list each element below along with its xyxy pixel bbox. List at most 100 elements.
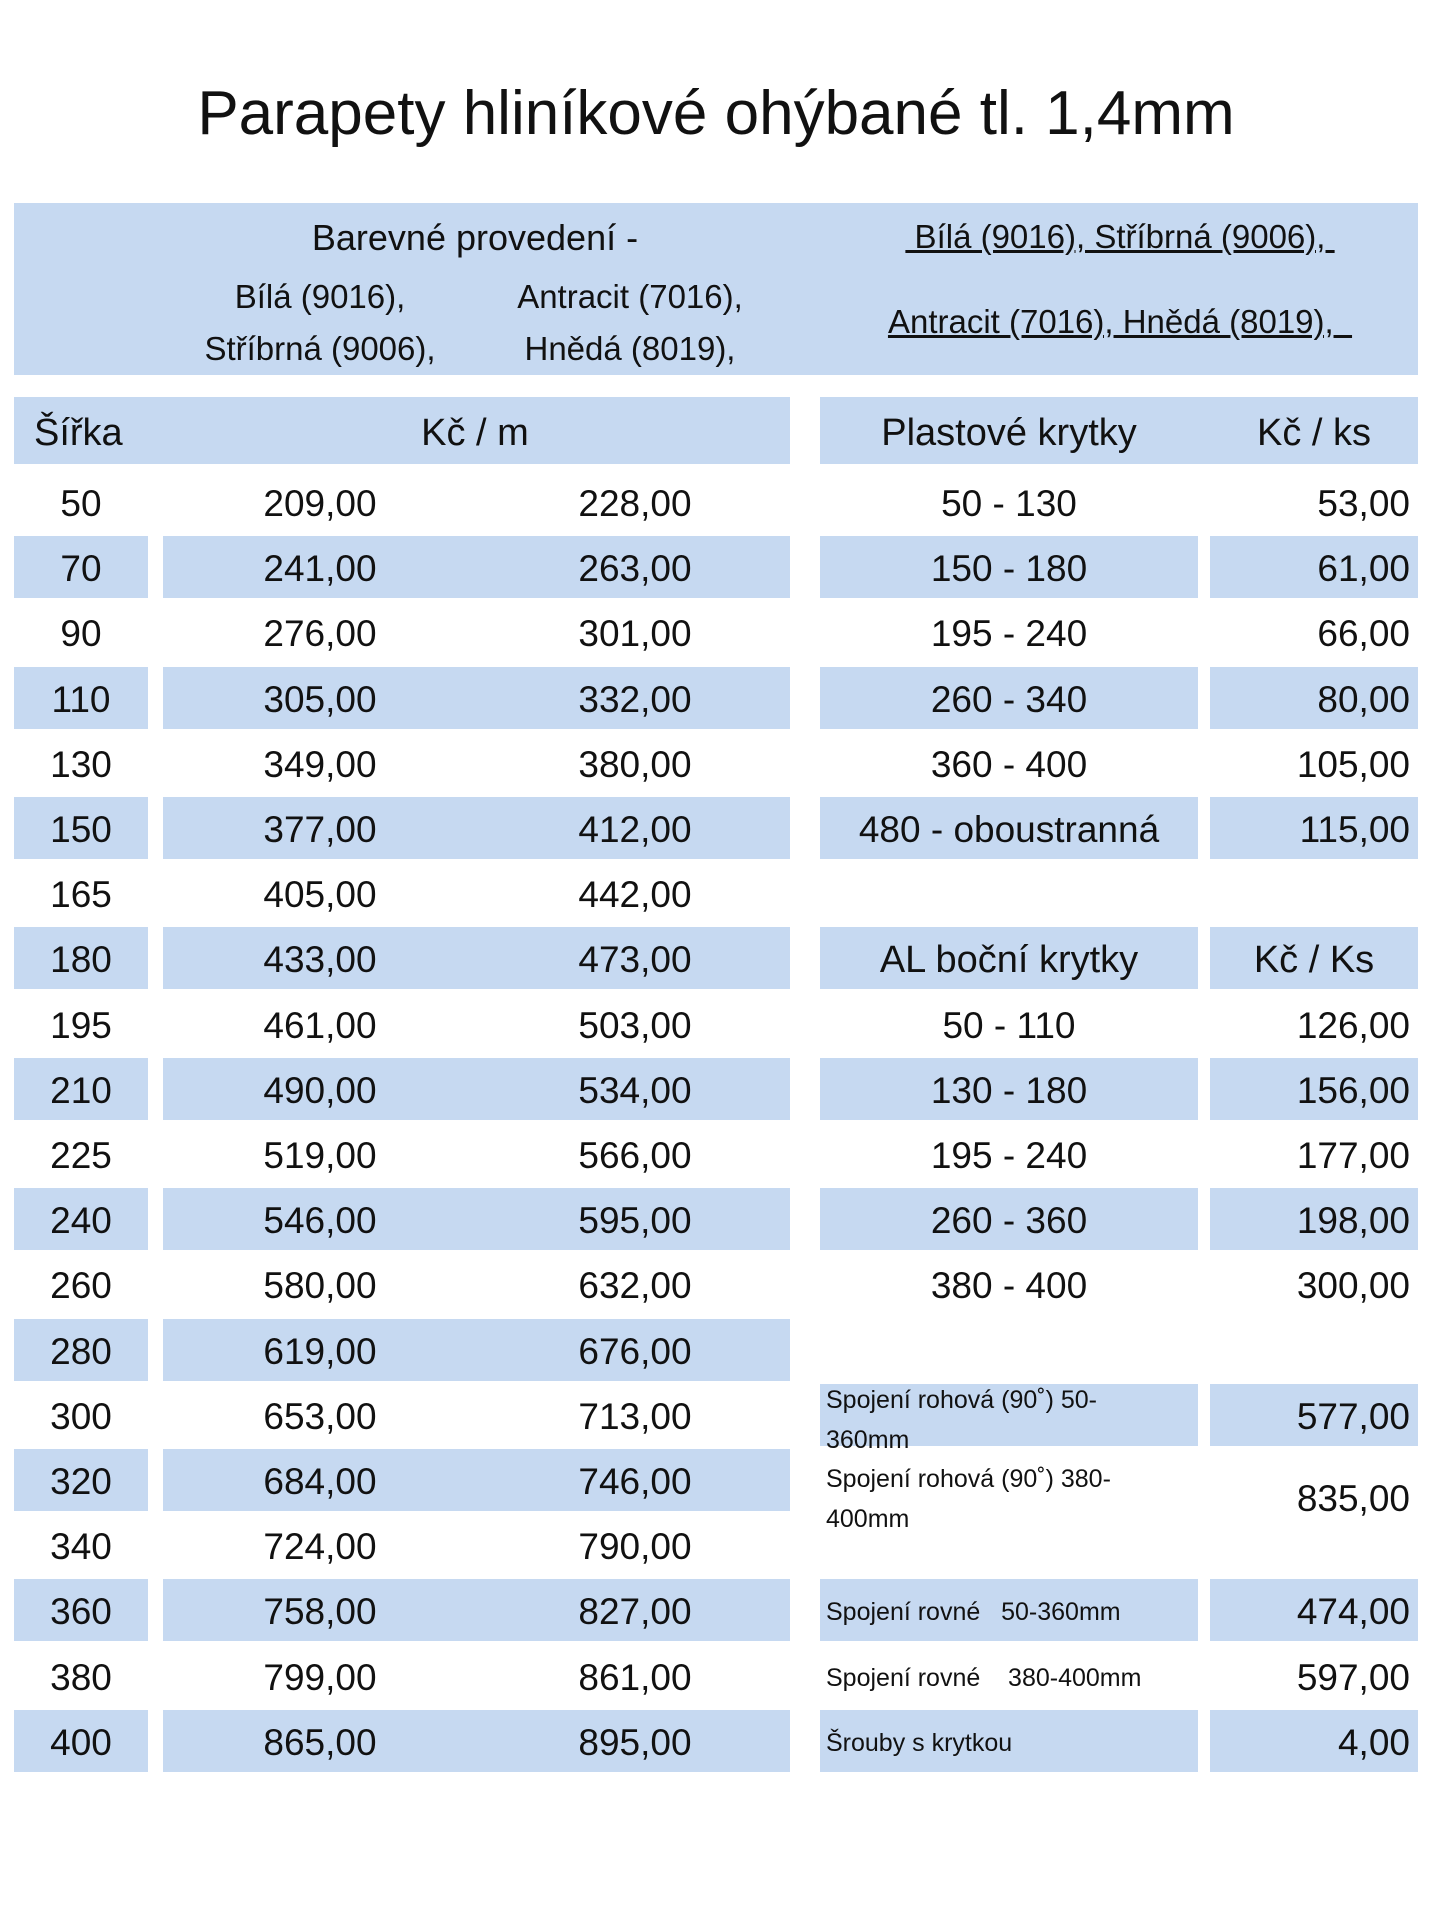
al-cap-range: 260 - 360: [930, 1200, 1088, 1242]
color-right-line2: Antracit (7016), Hnědá (8019),: [887, 303, 1353, 340]
table-row-price-col1: 276,00: [263, 613, 377, 655]
al-cap-price: 300,00: [1296, 1265, 1410, 1307]
al-cap-price: 198,00: [1296, 1200, 1410, 1242]
al-cap-range: 195 - 240: [930, 1135, 1088, 1176]
row-band-price: [163, 1057, 790, 1120]
table-row-price-col1: 433,00: [263, 939, 377, 981]
table-row-width: 300: [50, 1395, 112, 1437]
page-title: Parapety hliníkové ohýbané tl. 1,4mm: [197, 79, 1235, 148]
table-row-width: 340: [50, 1526, 112, 1568]
table-row-width: 360: [50, 1591, 112, 1633]
table-row-price-col1: 865,00: [263, 1721, 377, 1763]
table-row-price-col2: 861,00: [578, 1656, 692, 1698]
price-column-label: Kč / m: [421, 412, 529, 454]
plastic-cap-price: 53,00: [1317, 483, 1410, 524]
al-cap-price: 126,00: [1296, 1004, 1410, 1046]
table-row-price-col2: 332,00: [578, 678, 692, 720]
table-row-width: 320: [50, 1461, 112, 1502]
al-cap-range: 130 - 180: [930, 1069, 1088, 1111]
plastic-cap-price: 61,00: [1317, 548, 1410, 590]
table-row-price-col1: 619,00: [263, 1330, 377, 1372]
table-row-width: 260: [50, 1265, 112, 1307]
accessory-price: 577,00: [1296, 1395, 1410, 1437]
table-row-price-col1: 546,00: [263, 1200, 377, 1242]
row-band-width: [14, 1709, 148, 1772]
row-band-price: [163, 797, 790, 859]
row-band-price: [1210, 666, 1418, 729]
accessory-label: Šrouby s krytkou: [826, 1728, 1013, 1757]
row-band-label: [820, 536, 1198, 599]
color-right-line1: Bílá (9016), Stříbrná (9006),: [905, 218, 1335, 255]
row-band-price: [1210, 797, 1418, 859]
accessory-price: 835,00: [1296, 1478, 1410, 1519]
row-band-width: [14, 1057, 148, 1120]
table-row-width: 240: [50, 1200, 112, 1242]
row-band-width: [14, 536, 148, 599]
table-row-width: 280: [50, 1330, 112, 1372]
color-col1-line1: Bílá (9016),: [234, 278, 406, 315]
plastic-cap-price: 105,00: [1296, 743, 1410, 785]
table-row-price-col2: 228,00: [578, 483, 692, 524]
color-variant-heading: Barevné provedení -: [311, 217, 639, 258]
row-band-label: [820, 1709, 1198, 1772]
table-row-price-col2: 790,00: [578, 1526, 692, 1568]
row-band-price: [1210, 1057, 1418, 1120]
row-band-price: [1210, 1188, 1418, 1251]
plastic-cap-range: 50 - 130: [941, 483, 1077, 524]
table-row-price-col2: 746,00: [578, 1461, 692, 1502]
plastic-cap-range: 260 - 340: [930, 678, 1088, 720]
table-row-price-col2: 632,00: [578, 1265, 692, 1307]
plastic-cap-range: 150 - 180: [930, 548, 1088, 590]
table-row-price-col1: 653,00: [263, 1395, 377, 1437]
row-band-label: [820, 1579, 1198, 1642]
table-row-price-col1: 724,00: [263, 1526, 377, 1568]
table-row-price-col1: 349,00: [263, 743, 377, 785]
al-cap-price: 156,00: [1296, 1069, 1410, 1111]
row-band-width: [14, 797, 148, 859]
table-row-price-col2: 380,00: [578, 743, 692, 785]
al-caps-unit-band: [1210, 927, 1418, 990]
row-band-price: [163, 1449, 790, 1511]
accessory-price: 474,00: [1296, 1591, 1410, 1633]
plastic-caps-header: [820, 397, 1418, 464]
row-band-label: [820, 666, 1198, 729]
plastic-cap-range: 360 - 400: [930, 743, 1088, 785]
plastic-cap-price: 66,00: [1317, 613, 1410, 655]
plastic-caps-label: Plastové krytky: [881, 412, 1137, 454]
table-row-price-col1: 405,00: [263, 874, 377, 916]
table-row-price-col2: 534,00: [578, 1069, 692, 1111]
table-row-price-col1: 758,00: [263, 1591, 377, 1633]
accessory-label: Spojení rovné 50-360mm: [826, 1598, 1121, 1627]
accessory-label: Spojení rohová (90˚) 50-360mm: [826, 1385, 1097, 1454]
table-row-width: 380: [50, 1656, 112, 1698]
table-row-width: 50: [60, 483, 102, 524]
table-row-price-col2: 301,00: [578, 613, 692, 655]
table-row-width: 90: [60, 613, 102, 655]
al-cap-price: 177,00: [1296, 1135, 1410, 1176]
main-table-header: [14, 397, 790, 464]
table-row-price-col1: 377,00: [263, 809, 377, 850]
table-row-price-col1: 209,00: [263, 483, 377, 524]
table-row-price-col1: 241,00: [263, 548, 377, 590]
table-row-price-col1: 684,00: [263, 1461, 377, 1502]
width-column-label: Šířka: [34, 412, 123, 454]
row-band-price: [163, 1318, 790, 1381]
al-cap-range: 50 - 110: [942, 1004, 1076, 1046]
row-band-width: [14, 927, 148, 990]
row-band-label: [820, 1188, 1198, 1251]
row-band-label: [820, 797, 1198, 859]
table-row-width: 110: [51, 678, 111, 720]
table-row-price-col1: 461,00: [263, 1004, 377, 1046]
plastic-caps-unit: Kč / ks: [1256, 412, 1372, 454]
row-band-price: [163, 1188, 790, 1251]
color-col2-line1: Antracit (7016),: [517, 278, 743, 315]
accessory-label: Spojení rohová (90˚) 380-400mm: [826, 1465, 1111, 1533]
al-cap-range: 380 - 400: [930, 1265, 1088, 1307]
row-band-price: [1210, 536, 1418, 599]
table-row-price-col1: 490,00: [263, 1069, 377, 1111]
row-band-width: [14, 1318, 148, 1381]
table-row-price-col2: 503,00: [578, 1004, 692, 1046]
row-band-price: [1210, 1579, 1418, 1642]
table-row-price-col2: 713,00: [578, 1395, 692, 1437]
table-row-width: 180: [50, 939, 112, 981]
